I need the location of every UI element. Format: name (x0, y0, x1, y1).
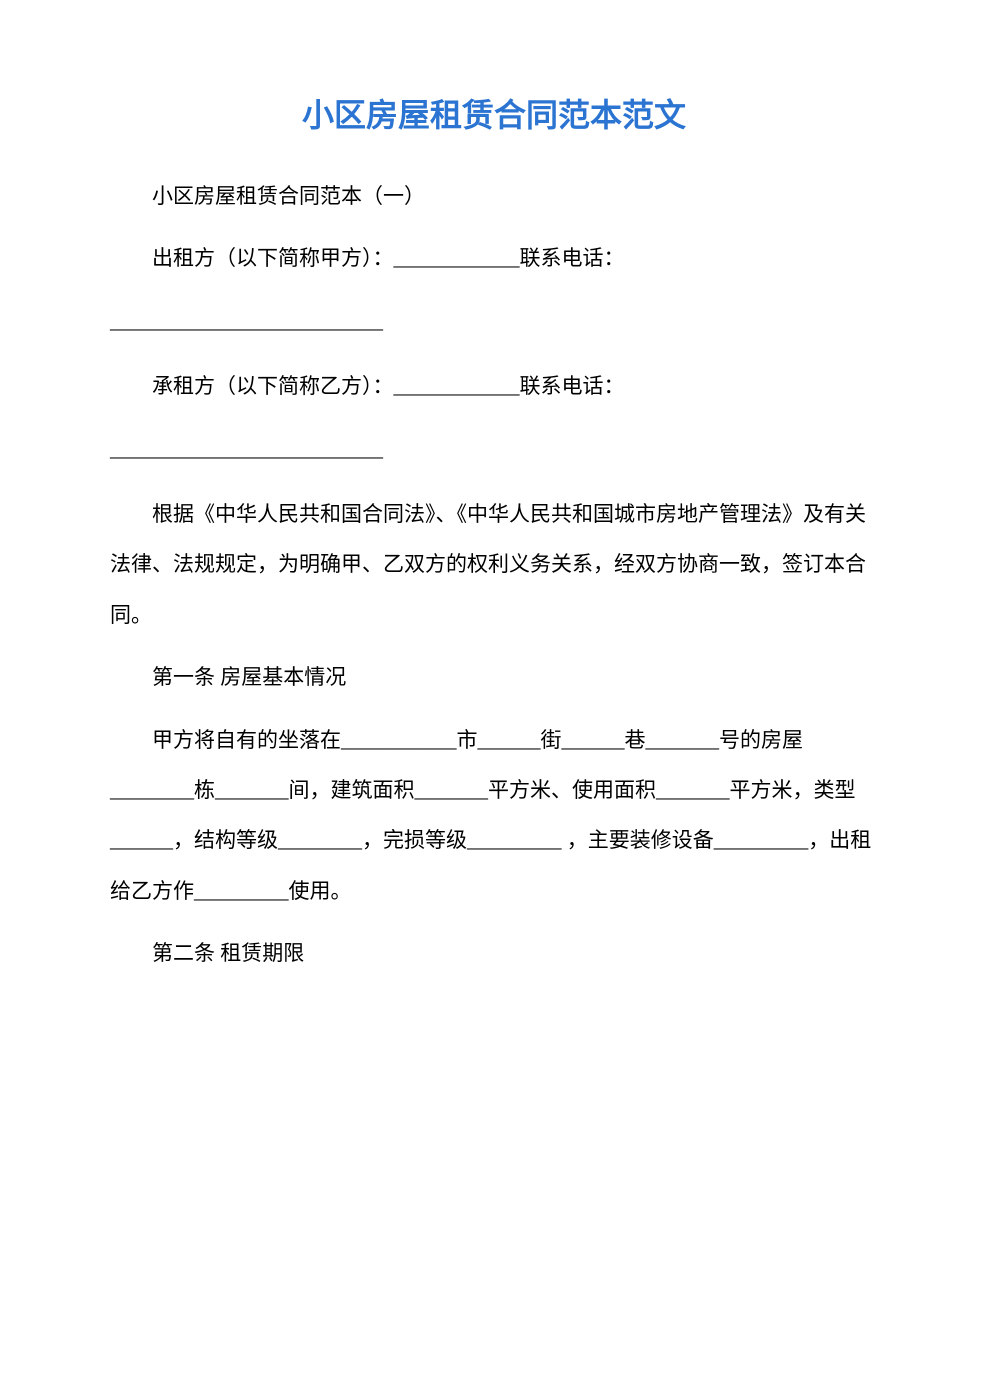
preamble-text: 根据《中华人民共和国合同法》、《中华人民共和国城市房地产管理法》及有关法律、法规… (110, 489, 878, 640)
party-a-line: __________________________ (110, 296, 878, 346)
article-1-content: 甲方将自有的坐落在___________市______街______巷_____… (110, 715, 878, 917)
party-a-label: 出租方（以下简称甲方）：____________联系电话： (110, 233, 878, 283)
party-a-section: 出租方（以下简称甲方）：____________联系电话： __________… (110, 233, 878, 346)
party-b-label: 承租方（以下简称乙方）：____________联系电话： (110, 361, 878, 411)
party-b-line: __________________________ (110, 424, 878, 474)
article-1-heading: 第一条 房屋基本情况 (110, 652, 878, 702)
article-2-heading: 第二条 租赁期限 (110, 928, 878, 978)
document-subtitle: 小区房屋租赁合同范本（一） (110, 171, 878, 221)
party-b-section: 承租方（以下简称乙方）：____________联系电话： __________… (110, 361, 878, 474)
document-title: 小区房屋租赁合同范本范文 (110, 90, 878, 136)
